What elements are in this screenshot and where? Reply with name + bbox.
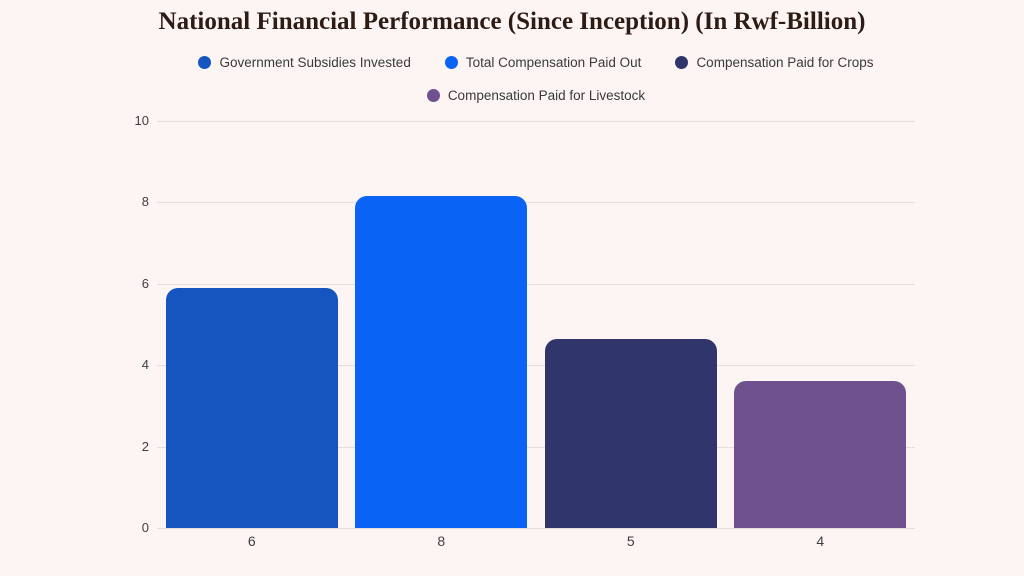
y-tick-label: 6 <box>141 275 149 291</box>
legend-label: Government Subsidies Invested <box>219 55 411 70</box>
legend-dot-icon <box>675 56 689 69</box>
x-tick-label: 4 <box>816 533 825 549</box>
gridline <box>157 446 915 448</box>
legend-item-total-compensation-paid-out[interactable]: Total Compensation Paid Out <box>444 55 642 70</box>
chart-legend: Government Subsidies Invested Total Compe… <box>157 55 915 103</box>
y-tick-label: 8 <box>141 194 149 210</box>
legend-label: Compensation Paid for Crops <box>696 55 874 70</box>
y-tick-label: 4 <box>141 357 149 373</box>
legend-item-government-subsidies-invested[interactable]: Government Subsidies Invested <box>198 55 411 70</box>
bar-slot <box>347 121 537 528</box>
bar-compensation-paid-for-crops <box>544 338 717 528</box>
gridline <box>157 365 915 367</box>
legend-item-compensation-paid-for-livestock[interactable]: Compensation Paid for Livestock <box>426 88 646 103</box>
y-tick-label: 2 <box>141 438 149 454</box>
gridline <box>157 121 915 122</box>
plot-area <box>157 121 916 529</box>
gridline <box>157 283 915 285</box>
y-tick-label: 0 <box>141 520 149 535</box>
bar-slot <box>726 121 916 528</box>
legend-label: Total Compensation Paid Out <box>465 55 642 70</box>
legend-dot-icon <box>426 89 440 102</box>
bar-total-compensation-paid-out <box>355 196 528 528</box>
chart-title: National Financial Performance (Since In… <box>158 8 866 35</box>
bar-compensation-paid-for-livestock <box>734 381 907 528</box>
legend-label: Compensation Paid for Livestock <box>447 88 646 103</box>
bar-government-subsidies-invested <box>165 287 338 528</box>
x-tick-label: 5 <box>626 533 635 549</box>
gridline <box>157 202 915 204</box>
legend-dot-icon <box>444 56 458 69</box>
y-tick-label: 10 <box>134 113 149 128</box>
legend-row: Government Subsidies Invested Total Compe… <box>198 55 874 70</box>
legend-row: Compensation Paid for Livestock <box>426 88 646 103</box>
legend-dot-icon <box>198 56 212 69</box>
bar-slot <box>536 121 726 528</box>
x-tick-label: 6 <box>247 533 256 549</box>
x-tick-label: 8 <box>437 533 446 549</box>
bar-slot <box>157 121 347 528</box>
legend-item-compensation-paid-for-crops[interactable]: Compensation Paid for Crops <box>675 55 874 70</box>
gridline <box>157 528 915 529</box>
